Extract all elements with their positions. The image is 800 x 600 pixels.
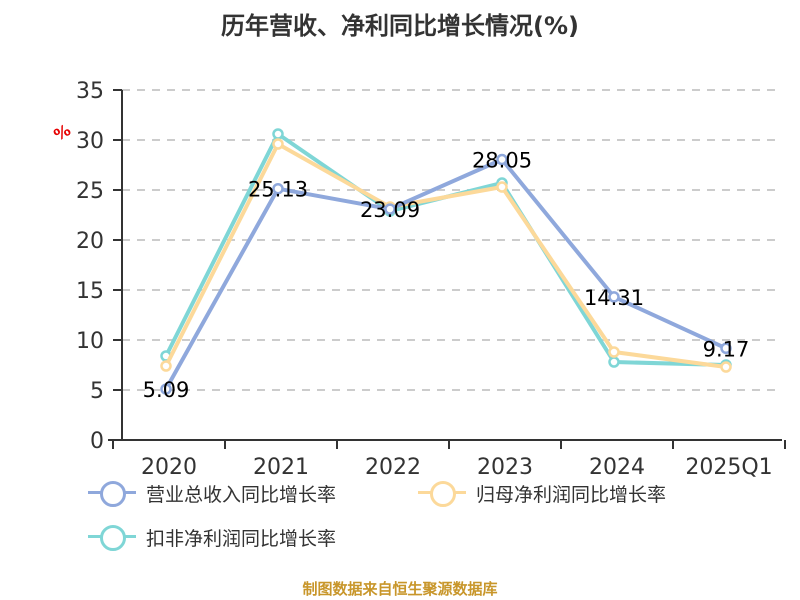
y-tick-label: 30 — [76, 129, 104, 154]
y-tick-label: 10 — [76, 329, 104, 354]
percent-unit-icon: % — [51, 120, 74, 144]
data-point[interactable] — [160, 383, 172, 395]
legend-label: 扣非净利润同比增长率 — [146, 527, 337, 550]
legend-marker-icon — [418, 478, 468, 508]
data-point[interactable] — [496, 153, 508, 166]
legend-marker-icon — [88, 478, 138, 508]
data-point[interactable] — [608, 291, 620, 303]
data-point[interactable] — [272, 138, 284, 150]
data-point[interactable] — [496, 181, 508, 193]
x-tick-label: 2022 — [365, 455, 421, 480]
data-point[interactable] — [720, 361, 732, 373]
x-tick-label: 2021 — [253, 455, 309, 480]
legend-item[interactable]: 营业总收入同比增长率 — [88, 478, 336, 508]
data-point[interactable] — [608, 346, 620, 358]
y-tick-label: 0 — [90, 429, 104, 454]
data-point[interactable] — [720, 342, 732, 355]
data-label: 23.09 — [360, 198, 420, 222]
series-line — [164, 157, 727, 391]
data-point[interactable] — [608, 356, 620, 368]
legend-item[interactable]: 扣非净利润同比增长率 — [88, 522, 336, 552]
data-label: 9.17 — [703, 337, 750, 361]
x-tick-label: 2023 — [477, 455, 533, 480]
legend-item[interactable]: 归母净利润同比增长率 — [418, 478, 666, 508]
y-tick-label: 20 — [76, 229, 104, 254]
y-tick-label: 25 — [76, 179, 104, 204]
data-point[interactable] — [272, 182, 284, 195]
legend-marker-icon — [88, 522, 138, 552]
data-source-note: 制图数据来自恒生聚源数据库 — [302, 580, 498, 598]
data-point[interactable] — [384, 203, 396, 215]
data-point[interactable] — [272, 128, 284, 140]
data-label: 25.13 — [248, 178, 308, 202]
data-label: 28.05 — [472, 149, 532, 173]
y-tick-label: 5 — [90, 379, 104, 404]
y-tick-label: 35 — [76, 79, 104, 104]
y-tick-label: 15 — [76, 279, 104, 304]
series-line — [164, 142, 727, 369]
data-point[interactable] — [160, 360, 172, 372]
data-label: 5.09 — [143, 378, 190, 402]
chart-title: 历年营收、净利同比增长情况(%) — [221, 12, 579, 40]
x-tick-label: 2025Q1 — [685, 455, 772, 480]
legend-label: 营业总收入同比增长率 — [146, 483, 337, 506]
data-label: 14.31 — [584, 286, 644, 310]
series-line — [164, 132, 727, 367]
x-tick-label: 2024 — [589, 455, 645, 480]
legend-label: 归母净利润同比增长率 — [476, 483, 667, 506]
x-tick-label: 2020 — [141, 455, 197, 480]
